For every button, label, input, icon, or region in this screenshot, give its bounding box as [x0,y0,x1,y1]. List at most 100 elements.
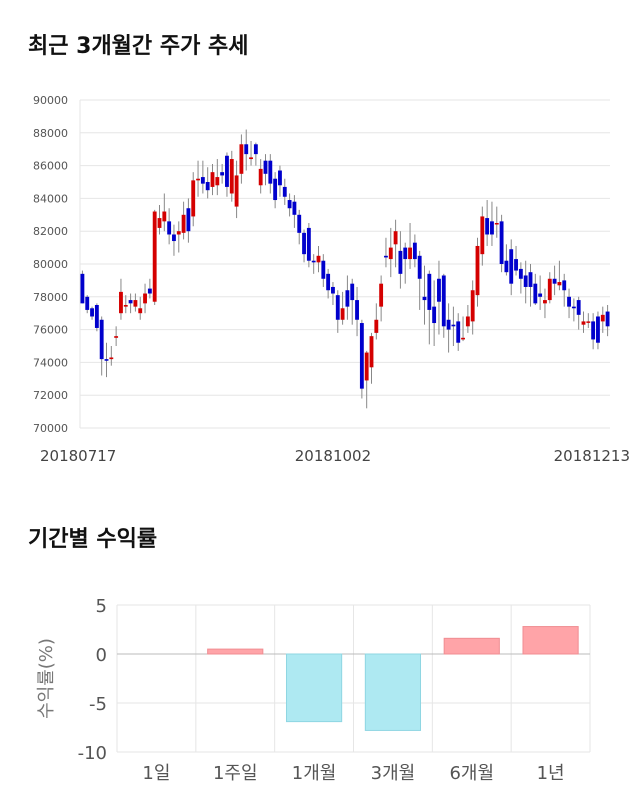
candle-body [326,273,331,291]
price-y-tick-label: 72000 [33,389,68,402]
candle-body [490,221,494,235]
candle-body [456,321,461,343]
candle-body [225,155,229,187]
candle-body [316,255,321,263]
candle-body [388,247,393,260]
candle-body [533,283,538,304]
candle-body [369,336,374,368]
candle-body [302,232,306,255]
candle-body [147,288,152,294]
candle-body [499,221,504,264]
price-y-axis: 70000 72000 74000 76000 78000 80000 82000 84000… [33,94,68,435]
price-x-tick-label: 20181002 [295,447,371,465]
candle-body [461,337,465,340]
candle-body [278,170,282,186]
returns-y-tick-label: -5 [89,694,107,715]
candlestick-chart: 70000 72000 74000 76000 78000 80000 82000 84000… [33,94,630,465]
candle-body [340,308,345,320]
returns-y-axis-label: 수익률(%) [36,638,57,719]
candle-body [90,308,94,317]
candle-body [547,278,552,301]
returns-x-tick-label: 3개월 [371,763,416,784]
returns-x-tick-label: 1일 [142,763,170,784]
candle-body [268,160,273,184]
candle-body [109,357,114,360]
candle-body [417,255,422,279]
candle-body [446,319,451,330]
candle-body [359,323,364,389]
price-y-tick-label: 74000 [33,356,68,369]
candle-body [528,272,533,287]
candle-body [350,283,355,301]
candle-body [412,242,417,260]
returns-bars [207,626,579,731]
candle-body [422,296,427,301]
price-y-tick-label: 70000 [33,422,68,435]
candle-body [273,178,278,201]
candle-body [581,321,586,325]
price-y-tick-label: 84000 [33,192,68,205]
candle-body [480,216,485,255]
price-y-tick-label: 82000 [33,225,68,238]
candle-body [297,214,302,233]
candle-body [432,306,437,324]
returns-x-tick-label: 1년 [537,763,565,784]
candle-body [152,211,157,302]
candle-body [485,218,490,235]
candle-body [475,245,480,296]
candle-body [518,268,523,279]
candle-body [157,218,162,228]
price-trend-title: 최근 3개월간 주가 추세 [28,34,249,59]
price-x-tick-label: 20181213 [554,447,630,465]
candle-body [215,177,220,186]
returns-x-axis: 1일 1주일 1개월 3개월 6개월 1년 [142,763,564,784]
candle-body [523,275,528,287]
price-candles [80,129,610,409]
candle-body [196,178,200,181]
price-y-tick-label: 78000 [33,291,68,304]
candle-body [364,352,369,381]
candle-body [249,157,253,160]
candle-body [600,314,605,322]
price-grid [79,99,610,429]
candle-body [557,282,562,286]
candle-body [94,305,99,328]
candle-body [138,308,143,314]
candle-body [335,295,340,320]
candle-body [552,278,557,284]
candle-body [253,144,258,155]
candle-body [384,255,388,258]
candle-body [408,247,412,260]
candle-body [85,296,90,310]
candle-body [393,231,398,245]
returns-y-tick-label: 5 [96,596,107,617]
candle-body [331,286,335,294]
candle-body [379,283,384,307]
candle-body [234,175,239,207]
candle-body [128,300,133,304]
candle-body [176,231,181,235]
candle-body [258,168,263,186]
candle-body [451,324,456,327]
candle-body [596,316,600,343]
price-x-axis: 20180717 20181002 20181213 [40,447,630,465]
candle-body [321,260,326,279]
candle-body [244,144,249,155]
candle-body [239,144,244,174]
candle-body [143,293,147,304]
candle-body [441,275,446,327]
candle-body [220,172,225,176]
candle-body [80,273,85,304]
candle-body [114,336,119,338]
candle-body [586,321,591,323]
candle-body [494,223,499,225]
candle-body [538,293,543,297]
returns-bar [207,648,264,655]
returns-y-tick-label: -10 [78,743,107,764]
price-y-tick-label: 88000 [33,127,68,140]
candle-body [292,201,297,215]
candle-body [562,280,567,291]
candle-body [200,177,205,184]
candle-body [591,321,596,340]
candle-body [186,208,191,232]
